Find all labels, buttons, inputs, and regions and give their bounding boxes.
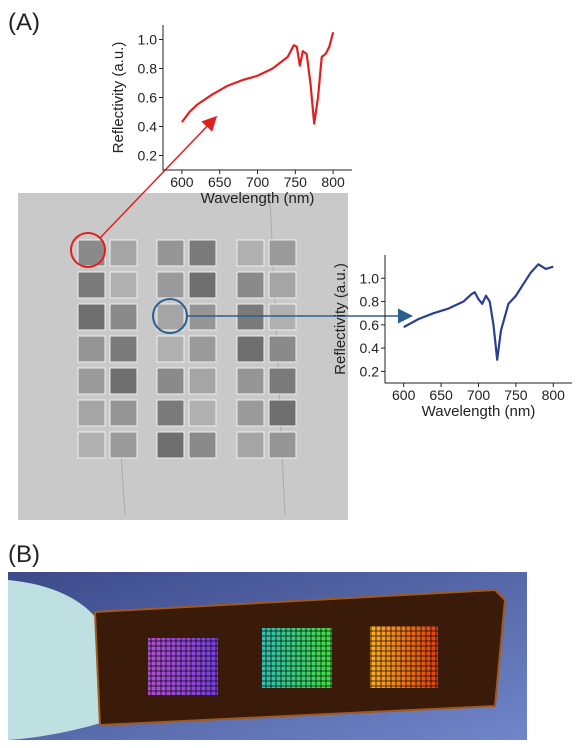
panel-label: (A)	[8, 9, 40, 36]
y-tick-label: 0.6	[360, 317, 380, 333]
x-tick-label: 650	[208, 174, 232, 190]
x-tick-label: 750	[504, 387, 528, 403]
pattern-square	[189, 336, 216, 362]
x-tick-label: 800	[542, 387, 566, 403]
panel-label: (B)	[8, 541, 40, 568]
pattern-square	[110, 336, 137, 362]
y-tick-label: 0.6	[138, 90, 158, 106]
pattern-square	[269, 400, 296, 426]
pattern-square	[78, 272, 105, 298]
pattern-square	[110, 368, 137, 394]
pattern-square	[189, 272, 216, 298]
spectrum-line	[404, 264, 554, 359]
y-tick-label: 0.4	[138, 119, 158, 135]
y-tick-label: 0.2	[360, 363, 380, 379]
pattern-square	[237, 304, 264, 330]
pattern-square	[78, 368, 105, 394]
pattern-square	[110, 400, 137, 426]
pattern-square	[157, 272, 184, 298]
y-axis-label: Reflectivity (a.u.)	[110, 42, 127, 154]
pattern-square	[189, 400, 216, 426]
pattern-square	[157, 368, 184, 394]
pattern-square	[237, 432, 264, 458]
pattern-square	[269, 432, 296, 458]
pattern-square	[269, 336, 296, 362]
pattern-square	[110, 240, 137, 266]
pattern-square	[157, 432, 184, 458]
y-axis-label: Reflectivity (a.u.)	[332, 263, 349, 375]
y-tick-label: 0.4	[360, 340, 380, 356]
y-tick-label: 0.8	[360, 294, 380, 310]
y-tick-label: 1.0	[360, 270, 380, 286]
x-tick-label: 700	[467, 387, 491, 403]
pattern-square	[269, 304, 296, 330]
pattern-square	[78, 304, 105, 330]
axis	[385, 255, 572, 383]
pattern-square	[237, 272, 264, 298]
pattern-square	[110, 272, 137, 298]
pattern-square	[157, 400, 184, 426]
pattern-square	[237, 336, 264, 362]
pattern-square	[269, 240, 296, 266]
x-tick-label: 650	[429, 387, 453, 403]
pattern-square	[78, 400, 105, 426]
y-tick-label: 0.8	[138, 61, 158, 77]
pattern-square	[237, 400, 264, 426]
x-tick-label: 800	[321, 174, 345, 190]
x-tick-label: 700	[246, 174, 270, 190]
pattern-square	[110, 432, 137, 458]
pattern-square	[157, 336, 184, 362]
figure: (A) (B) 600 650 700 750 800 0.2 0.4 0.6 0.8 1.0 Wa…	[0, 0, 586, 743]
pattern-square	[189, 304, 216, 330]
pattern-square	[269, 272, 296, 298]
spectrum-line	[182, 32, 333, 123]
y-tick-label: 0.2	[138, 148, 158, 164]
x-axis-label: Wavelength (nm)	[201, 190, 315, 207]
x-tick-label: 750	[284, 174, 308, 190]
pattern-square	[269, 368, 296, 394]
pattern-square	[189, 368, 216, 394]
pattern-square	[237, 368, 264, 394]
photo	[8, 572, 527, 740]
pattern-square	[237, 240, 264, 266]
pattern-square	[78, 336, 105, 362]
x-tick-label: 600	[170, 174, 194, 190]
x-tick-label: 600	[392, 387, 416, 403]
x-axis-label: Wavelength (nm)	[422, 403, 536, 420]
pattern-square	[110, 304, 137, 330]
pattern-square	[189, 240, 216, 266]
pattern-square	[157, 304, 184, 330]
pattern-square	[157, 240, 184, 266]
y-tick-label: 1.0	[138, 32, 158, 48]
pattern-square	[78, 432, 105, 458]
axis	[163, 25, 352, 170]
pattern-square	[189, 432, 216, 458]
